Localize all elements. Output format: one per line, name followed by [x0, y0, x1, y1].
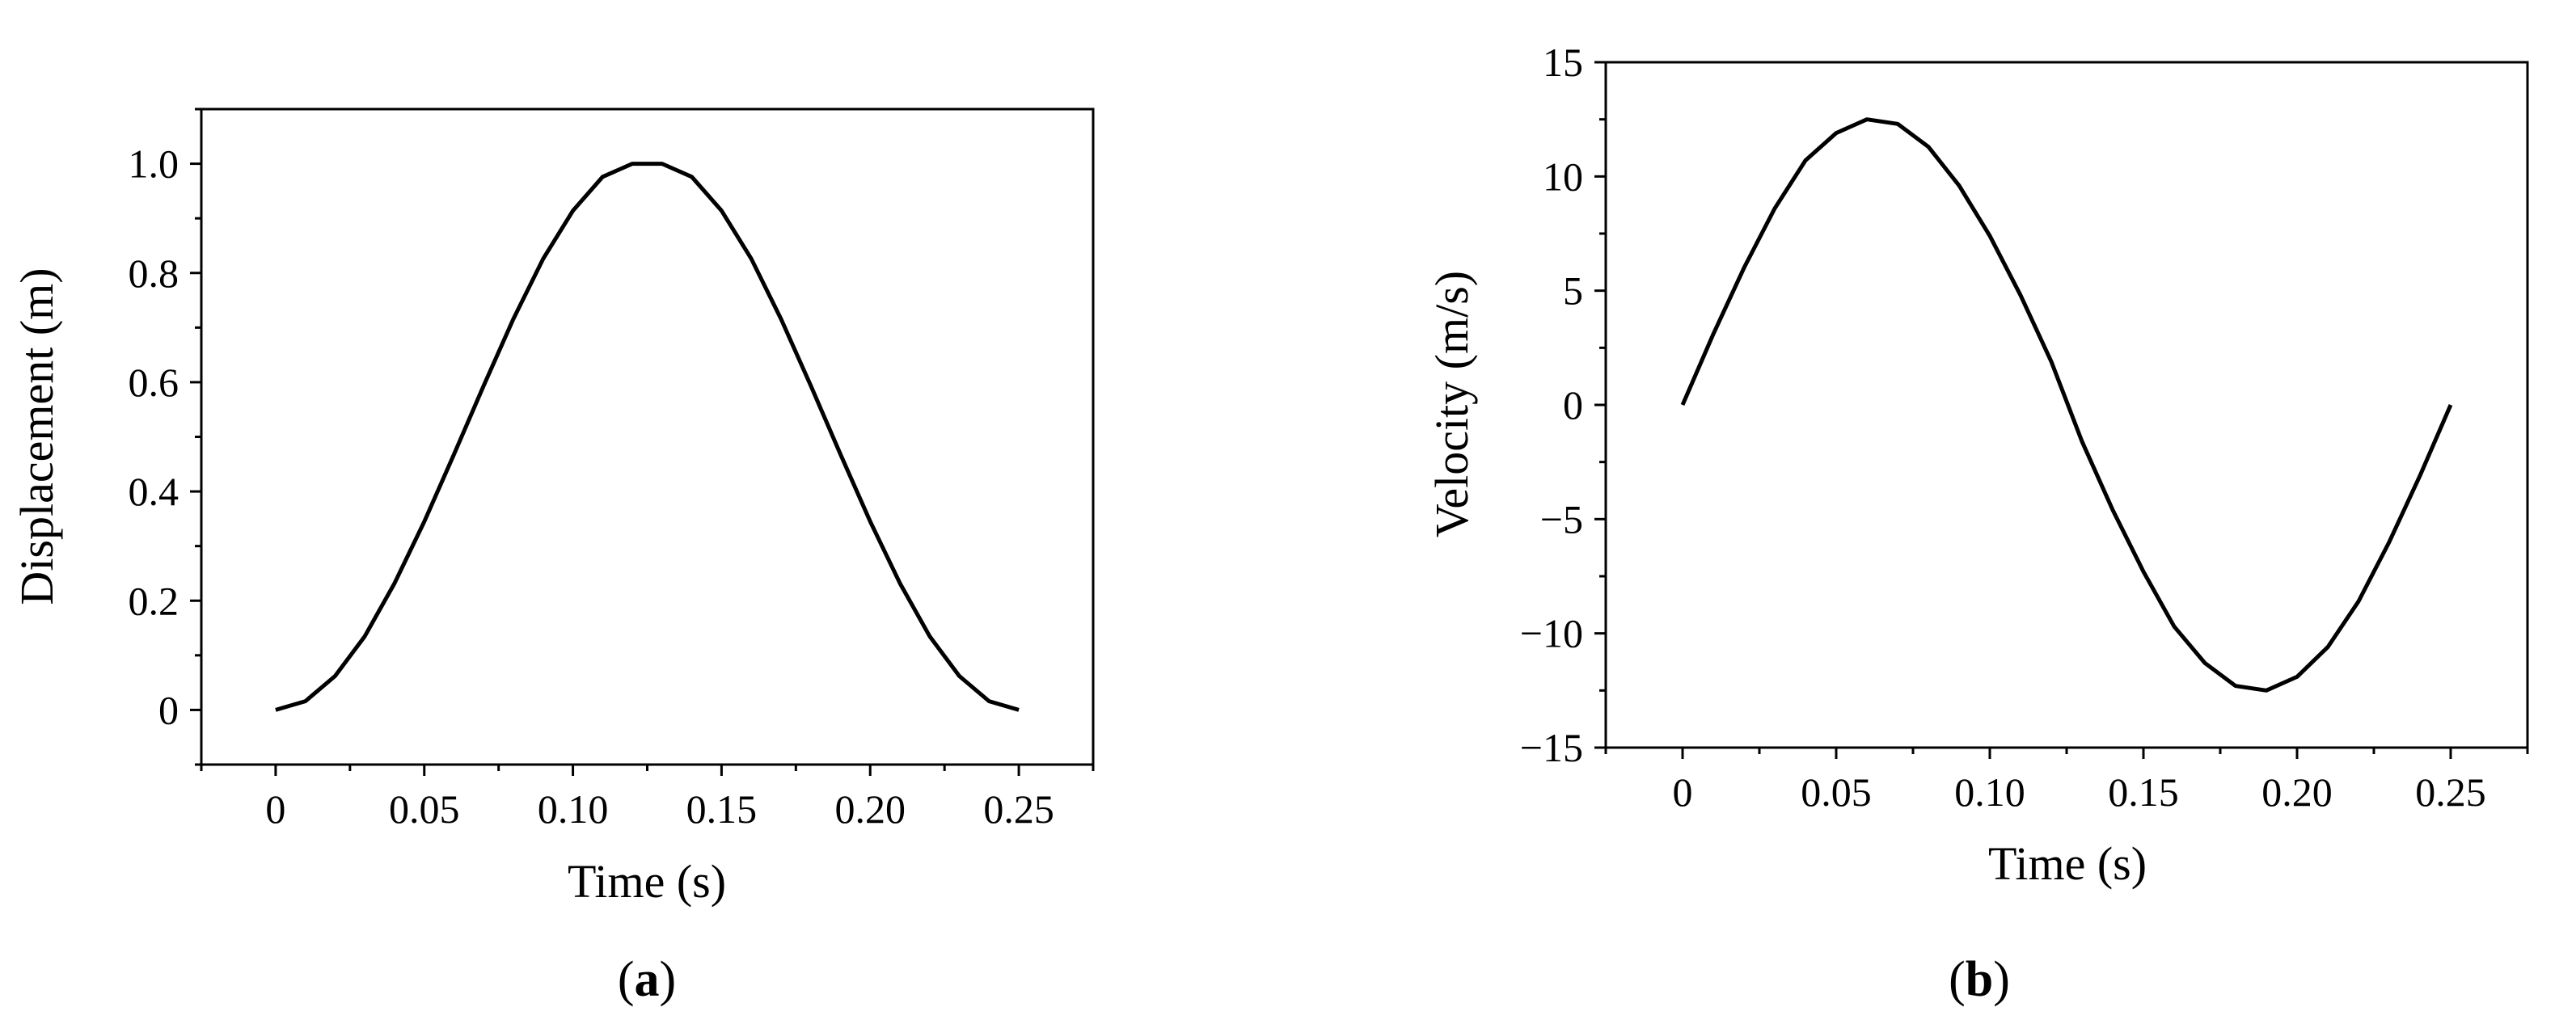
y-tick-label: −10	[1520, 611, 1583, 656]
y-tick-label: 0.4	[129, 469, 179, 514]
chart-panel-b: 0 0.05 0.10 0.15 0.20 0.25 −15 −10 −5 0 5 10 15 Time…	[1425, 40, 2529, 1007]
panel-label-a: (a)	[618, 952, 676, 1007]
y-tick-label: 0	[1563, 382, 1583, 428]
tick-labels: 0 0.05 0.10 0.15 0.20 0.25 −15 −10 −5 0 5 10 15	[1520, 40, 2486, 815]
axis-ticks	[190, 107, 1095, 776]
y-tick-label: −5	[1540, 496, 1583, 541]
x-axis-title: Time (s)	[568, 855, 726, 908]
panel-label-b: (b)	[1949, 952, 2010, 1007]
x-tick-label: 0.05	[389, 786, 460, 832]
y-tick-label: 0.8	[129, 251, 179, 296]
chart-panel-a: 0 0.05 0.10 0.15 0.20 0.25 0 0.2 0.4 0.6 0.8 1.0 Ti…	[11, 107, 1095, 1007]
x-tick-label: 0.15	[2108, 769, 2179, 815]
y-tick-label: 1.0	[129, 141, 179, 187]
x-tick-label: 0.25	[2415, 769, 2486, 815]
x-tick-label: 0.10	[1954, 769, 2025, 815]
tick-labels: 0 0.05 0.10 0.15 0.20 0.25 0 0.2 0.4 0.6 0.8 1.0	[129, 141, 1054, 832]
y-tick-label: 10	[1543, 154, 1583, 199]
y-axis-title: Displacement (m)	[11, 268, 63, 605]
x-tick-label: 0.15	[686, 786, 758, 832]
y-tick-label: 0	[158, 687, 179, 732]
x-tick-label: 0.05	[1801, 769, 1872, 815]
axis-ticks	[1594, 61, 2529, 759]
velocity-line	[1680, 117, 2453, 693]
x-tick-label: 0.10	[538, 786, 609, 832]
x-tick-label: 0.25	[983, 786, 1054, 832]
x-axis-title: Time (s)	[1988, 837, 2147, 890]
y-axis-title: Velocity (m/s)	[1425, 271, 1478, 537]
y-tick-label: 0.6	[129, 360, 179, 405]
displacement-line	[275, 162, 1020, 712]
y-tick-label: 0.2	[129, 578, 179, 623]
x-tick-label: 0.20	[2261, 769, 2333, 815]
y-tick-label: 15	[1543, 40, 1583, 85]
y-tick-label: 5	[1563, 268, 1583, 314]
y-tick-label: −15	[1520, 725, 1583, 770]
x-tick-label: 0	[1673, 769, 1693, 815]
x-tick-label: 0.20	[835, 786, 906, 832]
x-tick-label: 0	[265, 786, 285, 832]
